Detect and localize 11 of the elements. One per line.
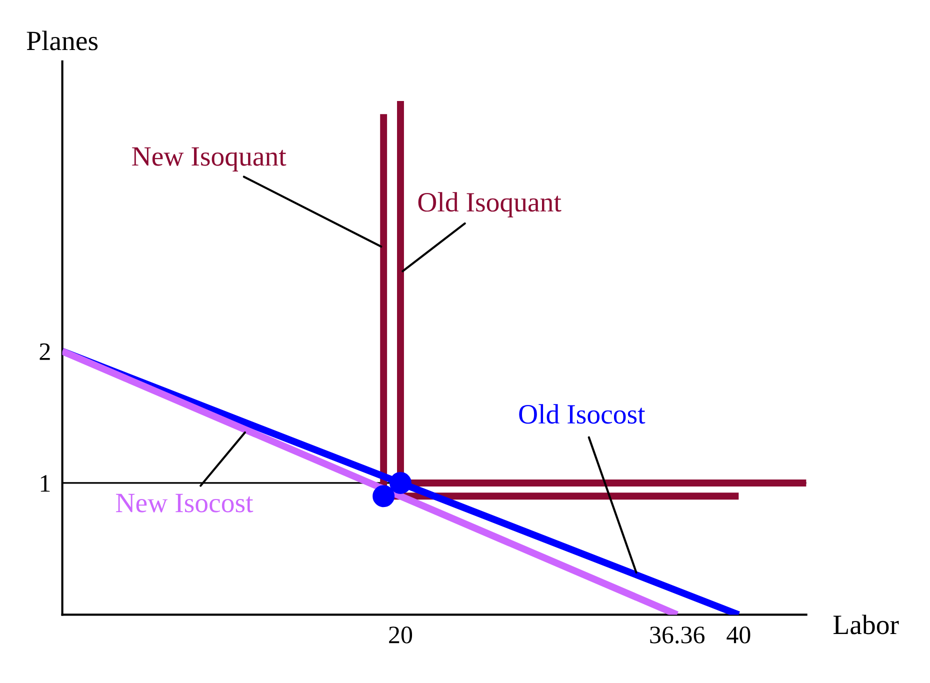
series-label: Old Isoquant bbox=[418, 192, 562, 218]
x-axis-title: Labor bbox=[833, 614, 899, 634]
x-tick-label: 36.36 bbox=[650, 626, 705, 644]
text: New Isoquant bbox=[132, 147, 286, 172]
x-tick-label: 40 bbox=[726, 626, 750, 644]
y-tick-label: 1 bbox=[40, 475, 50, 492]
text: Old Isocost bbox=[519, 404, 646, 424]
y-axis-title: Planes bbox=[26, 30, 98, 50]
y-tick-label: 2 bbox=[40, 343, 50, 360]
x-tick-label: 20 bbox=[389, 626, 412, 644]
text: New Isocost bbox=[116, 494, 254, 512]
